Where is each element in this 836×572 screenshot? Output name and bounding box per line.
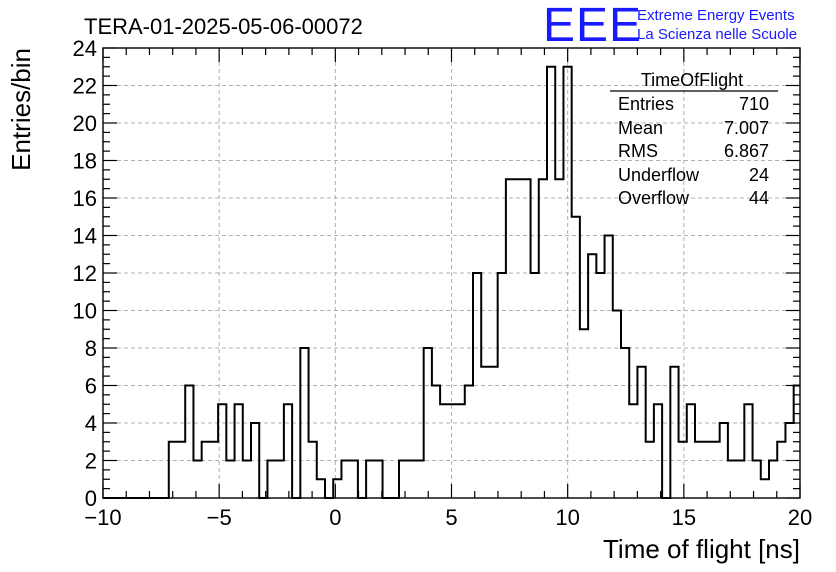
stats-label-entries: Entries	[618, 94, 674, 114]
eee-logo-line1: Extreme Energy Events	[637, 7, 795, 24]
y-tick-label: 10	[73, 299, 97, 324]
x-tick-label: 15	[672, 505, 696, 530]
y-tick-label: 12	[73, 261, 97, 286]
eee-logo: EEE Extreme Energy Events La Scienza nel…	[543, 0, 797, 52]
stats-label-underflow: Underflow	[618, 165, 700, 185]
y-tick-label: 0	[85, 486, 97, 511]
eee-logo-mark: EEE	[543, 0, 642, 52]
y-tick-label: 14	[73, 224, 97, 249]
stats-box-title: TimeOfFlight	[641, 70, 743, 90]
x-tick-label: 0	[329, 505, 341, 530]
x-tick-labels: −10 −5 0 5 10 15 20	[84, 505, 812, 530]
x-tick-label: −10	[84, 505, 121, 530]
stats-value-mean: 7.007	[724, 118, 769, 138]
y-tick-label: 8	[85, 336, 97, 361]
y-tick-label: 24	[73, 36, 97, 61]
stats-value-rms: 6.867	[724, 141, 769, 161]
x-tick-label: 20	[788, 505, 812, 530]
eee-logo-line2: La Scienza nelle Scuole	[637, 26, 797, 43]
stats-value-entries: 710	[739, 94, 769, 114]
stats-label-rms: RMS	[618, 141, 658, 161]
y-tick-label: 4	[85, 411, 97, 436]
stats-value-underflow: 24	[749, 165, 769, 185]
x-tick-label: 5	[445, 505, 457, 530]
stats-label-overflow: Overflow	[618, 188, 690, 208]
stats-value-overflow: 44	[749, 188, 769, 208]
x-tick-label: 10	[555, 505, 579, 530]
histogram-outline	[103, 65, 800, 499]
y-tick-label: 16	[73, 186, 97, 211]
histogram-bars	[103, 65, 800, 499]
y-tick-label: 22	[73, 74, 97, 99]
x-tick-label: −5	[207, 505, 232, 530]
chart-title: TERA-01-2025-05-06-00072	[84, 14, 363, 39]
stats-box: TimeOfFlight Entries 710 Mean 7.007 RMS …	[610, 70, 778, 208]
stats-label-mean: Mean	[618, 118, 663, 138]
grid-lines	[103, 48, 800, 498]
y-axis-title: Entries/bin	[6, 48, 36, 171]
y-tick-label: 6	[85, 374, 97, 399]
x-axis-title: Time of flight [ns]	[603, 534, 800, 564]
y-tick-label: 18	[73, 149, 97, 174]
axis-ticks	[102, 47, 801, 499]
y-tick-label: 20	[73, 111, 97, 136]
y-tick-label: 2	[85, 449, 97, 474]
